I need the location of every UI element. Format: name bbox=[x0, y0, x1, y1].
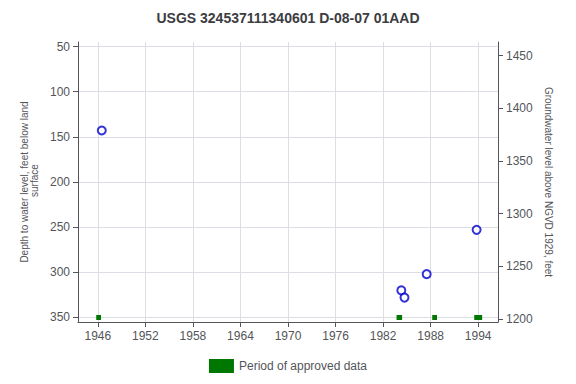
svg-text:1300: 1300 bbox=[506, 207, 533, 221]
svg-text:1350: 1350 bbox=[506, 154, 533, 168]
svg-text:1958: 1958 bbox=[180, 329, 207, 343]
svg-text:Depth to water level, feet bel: Depth to water level, feet below land bbox=[18, 101, 30, 263]
svg-text:1200: 1200 bbox=[506, 312, 533, 326]
svg-text:1964: 1964 bbox=[227, 329, 254, 343]
svg-text:200: 200 bbox=[50, 175, 70, 189]
svg-text:1250: 1250 bbox=[506, 259, 533, 273]
svg-text:surface: surface bbox=[29, 164, 40, 200]
svg-text:USGS 324537111340601 D-08-07 0: USGS 324537111340601 D-08-07 01AAD bbox=[156, 10, 419, 26]
svg-text:150: 150 bbox=[50, 130, 70, 144]
svg-text:300: 300 bbox=[50, 265, 70, 279]
svg-text:Groundwater level above NGVD 1: Groundwater level above NGVD 1929, feet bbox=[543, 87, 554, 277]
svg-text:350: 350 bbox=[50, 310, 70, 324]
svg-text:100: 100 bbox=[50, 85, 70, 99]
svg-text:1976: 1976 bbox=[322, 329, 349, 343]
svg-text:250: 250 bbox=[50, 220, 70, 234]
svg-text:1970: 1970 bbox=[275, 329, 302, 343]
svg-text:50: 50 bbox=[57, 40, 71, 54]
svg-text:1946: 1946 bbox=[84, 329, 111, 343]
svg-text:1982: 1982 bbox=[370, 329, 397, 343]
svg-text:1952: 1952 bbox=[132, 329, 159, 343]
svg-text:1400: 1400 bbox=[506, 101, 533, 115]
svg-text:1988: 1988 bbox=[417, 329, 444, 343]
svg-text:1450: 1450 bbox=[506, 49, 533, 63]
svg-text:1994: 1994 bbox=[465, 329, 492, 343]
svg-text:Period of approved data: Period of approved data bbox=[239, 359, 367, 373]
